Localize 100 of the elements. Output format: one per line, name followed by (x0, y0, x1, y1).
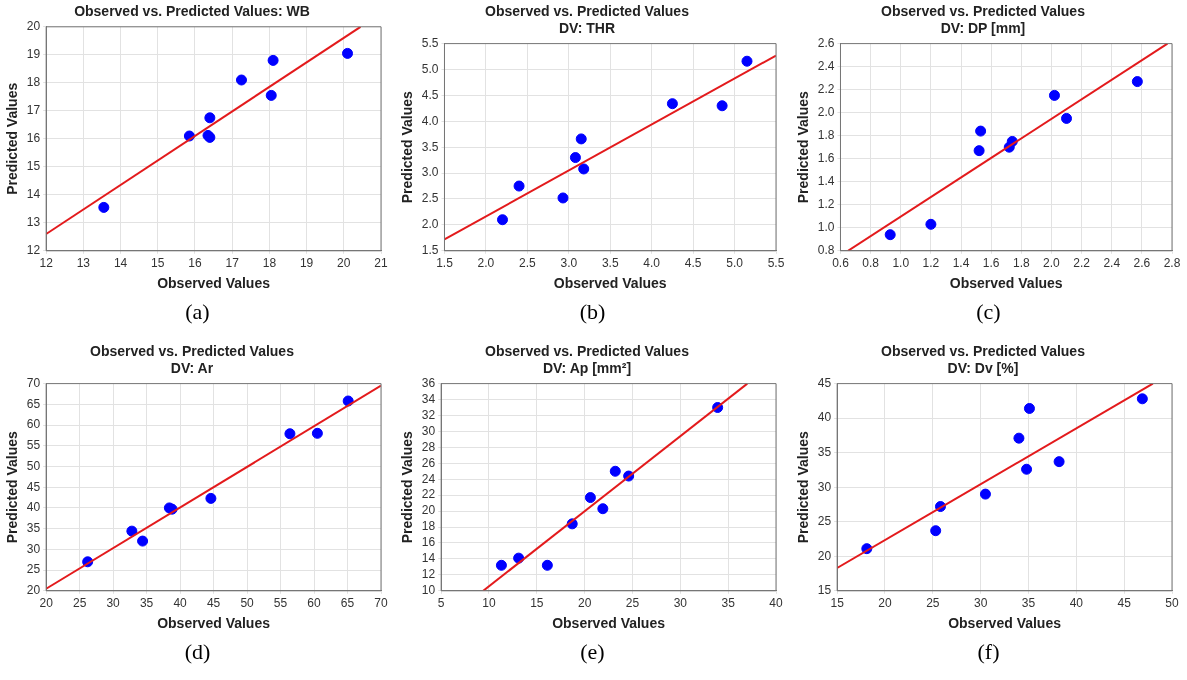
point (1020, 463, 1032, 475)
y-tick-label: 45 (817, 375, 831, 390)
y-tick-label: 2.2 (817, 81, 835, 96)
y-axis-title: Predicted Values (3, 82, 20, 195)
x-axis-title: Observed Values (156, 615, 270, 632)
x-tick-label: 2.0 (477, 256, 495, 271)
point (979, 488, 991, 500)
y-tick-label: 18 (26, 75, 40, 90)
point (716, 100, 728, 112)
point (1023, 402, 1035, 414)
y-tick-label: 5.0 (421, 61, 439, 76)
chart-subtitle: DV: DP [mm] (940, 20, 1025, 37)
x-tick-label: 5 (437, 596, 445, 611)
y-tick-label: 50 (26, 458, 40, 473)
y-axis-title: Predicted Values (794, 430, 811, 544)
y-tick-label: 1.4 (817, 174, 835, 189)
x-tick-label: 1.8 (1012, 256, 1030, 271)
text: (a) (185, 299, 210, 325)
y-tick-label: 35 (26, 520, 40, 535)
text: (c) (976, 299, 1001, 325)
y-tick-label: 15 (26, 159, 40, 174)
y-tick-label: 25 (26, 562, 40, 577)
y-tick-label: 1.6 (817, 151, 835, 166)
y-axis-title: Predicted Values (794, 90, 811, 204)
x-tick-label: 25 (625, 596, 639, 611)
y-tick-label: 30 (26, 541, 40, 556)
y-tick-label: 2.4 (817, 58, 835, 73)
y-tick-label: 1.8 (817, 128, 835, 142)
chart-subtitle: DV: THR (558, 20, 615, 37)
point (513, 180, 525, 192)
y-tick-label: 0.8 (817, 243, 835, 258)
x-tick-label: 30 (973, 596, 988, 611)
text: (d) (184, 639, 211, 665)
point (1012, 432, 1024, 444)
y-tick-label: 30 (421, 423, 435, 438)
x-tick-label: 55 (273, 596, 288, 611)
y-tick-label: 2.6 (817, 35, 835, 50)
x-tick-label: 2.8 (1163, 256, 1181, 271)
y-tick-label: 10 (421, 583, 435, 598)
y-tick-label: 15 (817, 583, 831, 598)
y-tick-label: 35 (817, 444, 831, 459)
chart-title: Observed vs. Predicted Values: WB (73, 3, 310, 20)
point (125, 525, 137, 537)
x-tick-label: 12 (38, 256, 53, 271)
x-tick-label: 40 (768, 596, 783, 611)
chart-title: Observed vs. Predicted Values (484, 343, 689, 360)
chart-subtitle: DV: Ap [mm²] (542, 360, 631, 377)
x-tick-label: 30 (673, 596, 687, 611)
y-tick-label: 4.0 (421, 113, 439, 128)
x-tick-label: 4.5 (684, 256, 702, 271)
y-tick-label: 60 (26, 417, 40, 432)
x-tick-label: 13 (76, 256, 90, 271)
y-tick-label: 12 (26, 243, 40, 258)
point (283, 428, 295, 440)
y-tick-label: 70 (26, 375, 40, 390)
y-tick-label: 24 (421, 471, 435, 486)
point (666, 98, 678, 110)
x-tick-label: 20 (877, 596, 892, 611)
x-tick-label: 45 (206, 596, 221, 611)
point (575, 133, 587, 145)
point (929, 525, 941, 537)
text: (f) (977, 639, 1000, 665)
x-tick-label: 50 (1164, 596, 1179, 611)
y-tick-label: 1.2 (817, 197, 835, 212)
y-tick-label: 2.0 (421, 217, 439, 232)
y-tick-label: 28 (421, 439, 435, 454)
point (557, 192, 568, 204)
y-tick-label: 5.5 (421, 35, 439, 50)
y-tick-label: 4.5 (421, 87, 439, 102)
x-tick-label: 10 (481, 596, 496, 611)
x-tick-label: 21 (373, 256, 388, 271)
x-tick-label: 15 (150, 256, 165, 271)
point (740, 55, 752, 67)
x-tick-label: 4.0 (642, 256, 660, 271)
y-tick-label: 16 (26, 131, 40, 146)
point (1060, 112, 1072, 124)
x-axis-title: Observed Values (947, 615, 1061, 632)
y-axis-title: Predicted Values (3, 430, 20, 544)
point (609, 465, 621, 477)
y-tick-label: 14 (26, 187, 40, 202)
point (496, 214, 508, 226)
chart-subtitle: DV: Ar (170, 360, 214, 377)
x-axis-title: Observed Values (156, 275, 270, 292)
point (1048, 89, 1060, 101)
x-tick-label: 25 (72, 596, 87, 611)
x-tick-label: 30 (105, 596, 120, 611)
point (924, 218, 936, 230)
point (1131, 76, 1143, 88)
x-tick-label: 35 (139, 596, 154, 611)
x-tick-label: 1.5 (435, 256, 453, 271)
y-tick-label: 1.0 (817, 220, 835, 235)
x-tick-label: 20 (336, 256, 351, 271)
text: (e) (580, 639, 605, 665)
point (267, 54, 279, 66)
x-tick-label: 25 (925, 596, 940, 611)
point (974, 125, 986, 137)
y-tick-label: 55 (26, 438, 40, 453)
point (973, 145, 985, 157)
x-tick-label: 2.0 (1042, 256, 1060, 271)
y-axis-title: Predicted Values (398, 430, 415, 544)
